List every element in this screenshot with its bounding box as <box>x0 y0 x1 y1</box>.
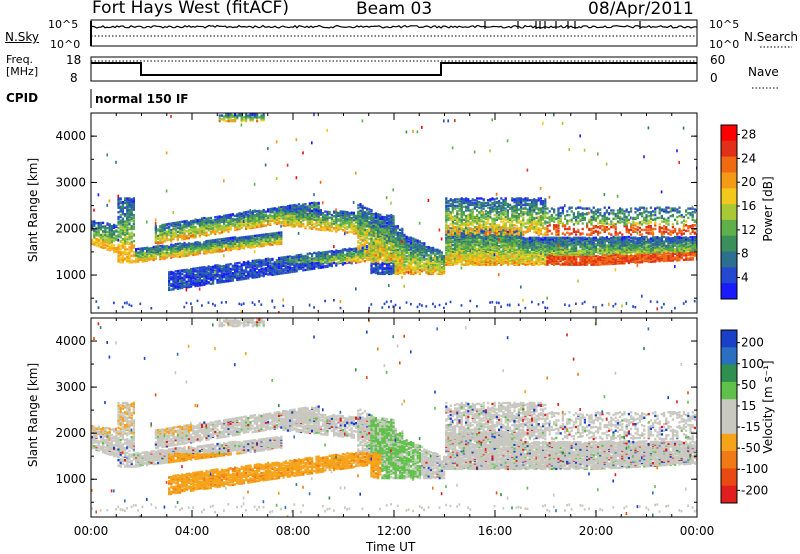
velocity-colorbar-cell <box>721 451 737 469</box>
freq-trace <box>91 62 697 76</box>
power-colorbar-cell <box>721 188 737 205</box>
x-tick-label: 00:00 <box>680 524 715 538</box>
velocity-colorbar-cell <box>721 364 737 383</box>
station-title: Fort Hays West (fitACF) <box>92 0 289 18</box>
nsearch-label: N.Search <box>744 30 799 44</box>
x-tick-label: 08:00 <box>276 524 311 538</box>
x-axis-title: Time UT <box>366 540 416 554</box>
freq-label-1: Freq. <box>6 53 34 66</box>
power-colorbar-cell <box>721 283 737 300</box>
y-tick-label: 1000 <box>55 472 86 486</box>
velocity-colorbar-cell <box>721 485 737 504</box>
freq-panel-frame <box>90 56 698 82</box>
colorbar-tick-label: 12 <box>741 223 756 237</box>
colorbar-tick-label: -100 <box>741 462 768 476</box>
power-colorbar-cell <box>721 125 737 142</box>
cpid-label: CPID <box>6 91 39 105</box>
colorbar-tick-label: 16 <box>741 199 756 213</box>
y-tick-label: 2000 <box>55 222 86 236</box>
nave-tick-high: 60 <box>710 53 726 67</box>
nsearch-tick-high: 10^5 <box>709 18 740 31</box>
y-tick-label: 3000 <box>55 175 86 189</box>
colorbar-tick-label: -200 <box>741 483 768 497</box>
x-tick-label: 00:00 <box>74 524 109 538</box>
colorbar-tick-label: -50 <box>741 441 761 455</box>
colorbar-tick-label: 4 <box>741 271 749 285</box>
beam-title: Beam 03 <box>356 0 433 19</box>
velocity-colorbar-cell <box>721 416 737 435</box>
date-title: 08/Apr/2011 <box>588 0 694 19</box>
colorbar-tick-label: 28 <box>741 128 756 142</box>
colorbar-tick-label: 50 <box>741 378 756 392</box>
freq-label-2: [MHz] <box>6 65 39 78</box>
y-tick-label: 3000 <box>55 380 86 394</box>
y-tick-label: 1000 <box>55 268 86 282</box>
nsky-label: N.Sky <box>5 30 40 44</box>
y-tick-label: 4000 <box>55 129 86 143</box>
y-tick-label: 2000 <box>55 426 86 440</box>
freq-tick-high: 18 <box>66 53 82 67</box>
velocity-colorbar-cell <box>721 381 737 400</box>
power-colorbar-cell <box>721 204 737 221</box>
x-tick-label: 04:00 <box>175 524 210 538</box>
colorbar-tick-label: 100 <box>741 357 764 371</box>
colorbar-tick-label: 20 <box>741 175 756 189</box>
velocity-colorbar-cell <box>721 399 737 417</box>
power-heatmap <box>91 113 697 313</box>
velocity-colorbar-cell <box>721 330 737 348</box>
velocity-colorbar-cell <box>721 468 737 487</box>
power-colorbar-cell <box>721 267 737 284</box>
cpid-value: normal 150 IF <box>95 92 189 106</box>
nave-tick-low: 0 <box>710 71 718 85</box>
nsky-tick-low: 10^0 <box>50 38 81 51</box>
nave-label: Nave <box>748 65 779 79</box>
colorbar-tick-label: 200 <box>741 336 764 350</box>
power-colorbar-cell <box>721 219 737 237</box>
freq-tick-low: 8 <box>70 71 78 85</box>
nsky-panel-frame <box>90 19 698 47</box>
power-colorbar-cell <box>721 156 737 173</box>
velocity-colorbar-cell <box>721 433 737 452</box>
nsky-tick-high: 10^5 <box>48 18 79 31</box>
nsearch-tick-low: 10^0 <box>709 38 740 51</box>
colorbar-tick-label: 24 <box>741 151 756 165</box>
power-colorbar-cell <box>721 140 737 158</box>
x-tick-label: 16:00 <box>478 524 513 538</box>
colorbar-tick-label: 15 <box>741 399 756 413</box>
nsky-trace <box>90 24 698 29</box>
velocity-colorbar-frame <box>720 329 738 504</box>
y-tick-label: 4000 <box>55 334 86 348</box>
power-colorbar-cell <box>721 235 737 252</box>
velocity-colorbar-cell <box>721 347 737 366</box>
colorbar-tick-label: 8 <box>741 247 749 261</box>
power-colorbar-cell <box>721 251 737 268</box>
power-colorbar-cell <box>721 172 737 189</box>
x-tick-label: 12:00 <box>377 524 412 538</box>
power-colorbar-frame <box>720 124 738 300</box>
x-tick-label: 20:00 <box>579 524 614 538</box>
colorbar-tick-label: -15 <box>741 420 761 434</box>
velocity-heatmap <box>91 318 697 517</box>
